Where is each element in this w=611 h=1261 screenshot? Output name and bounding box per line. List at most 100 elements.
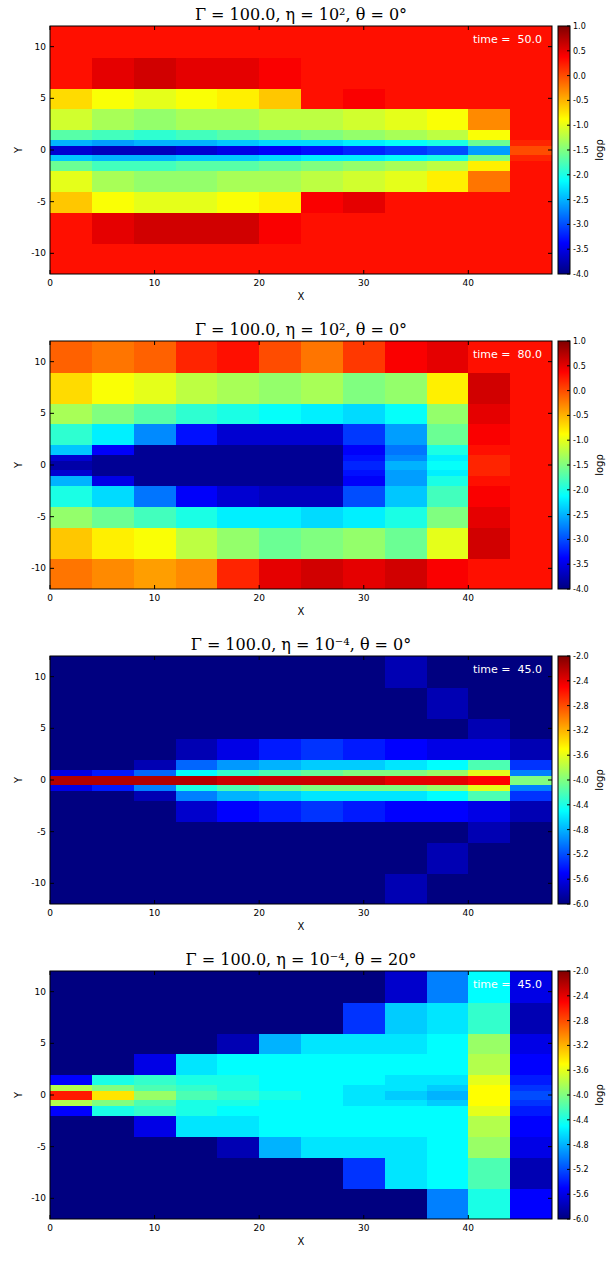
heatmap-cell: [468, 461, 510, 470]
heatmap-cell: [259, 486, 301, 507]
heatmap-cell: [92, 424, 134, 445]
heatmap-cell: [468, 88, 510, 109]
heatmap-cell: [385, 57, 427, 89]
heatmap-cell: [385, 212, 427, 244]
heatmap-cell: [510, 558, 552, 589]
heatmap-cell: [385, 1074, 427, 1085]
heatmap-cell: [427, 527, 469, 559]
colorbar-tick-label: -2.0: [573, 171, 589, 180]
heatmap-cell: [510, 873, 552, 904]
heatmap-cell: [385, 1085, 427, 1092]
heatmap-cell: [468, 1099, 510, 1106]
heatmap-cell: [217, 656, 259, 688]
heatmap-cell: [259, 506, 301, 527]
heatmap-cell: [92, 88, 134, 109]
heatmap-cell: [259, 160, 301, 171]
heatmap-cell: [427, 146, 469, 155]
heatmap-cell: [427, 243, 469, 274]
heatmap-cell: [468, 243, 510, 274]
x-tick-label: 10: [149, 593, 161, 603]
heatmap-cell: [427, 88, 469, 109]
heatmap-cell: [301, 243, 343, 274]
heatmap-cell: [385, 461, 427, 470]
panel: 010203040-10-50510XYΓ = 100.0, η = 10², …: [13, 320, 605, 617]
colorbar-tick-label: -1.5: [573, 146, 589, 155]
heatmap-cell: [468, 191, 510, 212]
heatmap-cell: [468, 424, 510, 445]
heatmap-cell: [134, 475, 176, 486]
x-axis-title: X: [298, 606, 305, 617]
heatmap-cell: [343, 971, 385, 1003]
heatmap-cell: [92, 821, 134, 842]
colorbar-tick: [567, 274, 570, 275]
heatmap-cell: [510, 718, 552, 739]
heatmap-cell: [510, 475, 552, 486]
heatmap-cell: [176, 1074, 218, 1085]
heatmap-cell: [50, 461, 92, 470]
heatmap-cell: [510, 687, 552, 719]
heatmap-cell: [427, 1074, 469, 1085]
heatmap-cell: [217, 372, 259, 404]
heatmap-cell: [176, 1085, 218, 1092]
heatmap-cell: [510, 770, 552, 777]
heatmap-cell: [217, 842, 259, 874]
heatmap-cell: [468, 873, 510, 904]
heatmap-cell: [259, 469, 301, 476]
heatmap-cell: [50, 873, 92, 904]
heatmap-cell: [427, 1188, 469, 1219]
colorbar-tick-label: -3.0: [573, 535, 589, 544]
heatmap-cell: [385, 776, 427, 785]
panel-title: Γ = 100.0, η = 10², θ = 0°: [195, 5, 407, 24]
heatmap-cell: [259, 776, 301, 785]
heatmap-cell: [468, 372, 510, 404]
x-tick: [154, 900, 155, 904]
heatmap-cell: [343, 527, 385, 559]
heatmap-cell: [92, 146, 134, 155]
heatmap-cell: [468, 784, 510, 791]
heatmap-cell: [134, 1085, 176, 1092]
heatmap-cell: [427, 1033, 469, 1054]
heatmap-cell: [176, 57, 218, 89]
figure: 010203040-10-50510XYΓ = 100.0, η = 10², …: [0, 0, 611, 1261]
colorbar: [558, 341, 570, 589]
heatmap-cell: [427, 171, 469, 192]
heatmap-cell: [385, 1054, 427, 1075]
heatmap-cell: [468, 687, 510, 719]
x-tick: [468, 341, 469, 345]
colorbar-tick: [567, 75, 570, 76]
heatmap-cell: [50, 718, 92, 739]
heatmap-cell: [510, 140, 552, 147]
heatmap-cell: [134, 821, 176, 842]
heatmap-cell: [50, 971, 92, 1003]
heatmap-cell: [176, 475, 218, 486]
heatmap-cell: [217, 718, 259, 739]
heatmap-cell: [510, 790, 552, 801]
heatmap-cell: [301, 718, 343, 739]
heatmap-cell: [92, 1091, 134, 1100]
heatmap-cell: [385, 506, 427, 527]
heatmap-cell: [301, 770, 343, 777]
heatmap-cell: [510, 154, 552, 161]
heatmap-cell: [385, 718, 427, 739]
heatmap-cell: [259, 146, 301, 155]
x-tick-label: 40: [463, 1223, 475, 1233]
heatmap-cell: [176, 88, 218, 109]
heatmap-cell: [301, 1054, 343, 1075]
x-tick-label: 40: [463, 278, 475, 288]
heatmap-cell: [259, 243, 301, 274]
colorbar-tick-label: -1.0: [573, 121, 589, 130]
x-tick: [50, 270, 51, 274]
heatmap-cell: [259, 784, 301, 791]
y-tick: [50, 883, 54, 884]
y-tick: [548, 465, 552, 466]
colorbar-tick: [567, 804, 570, 805]
heatmap-cell: [385, 146, 427, 155]
heatmap-cell: [468, 469, 510, 476]
heatmap-cell: [176, 243, 218, 274]
heatmap-cell: [510, 1136, 552, 1157]
heatmap-cell: [468, 1116, 510, 1137]
y-tick-label: 5: [40, 93, 46, 103]
heatmap-cell: [427, 873, 469, 904]
heatmap-cell: [385, 801, 427, 822]
heatmap-cell: [427, 1105, 469, 1116]
